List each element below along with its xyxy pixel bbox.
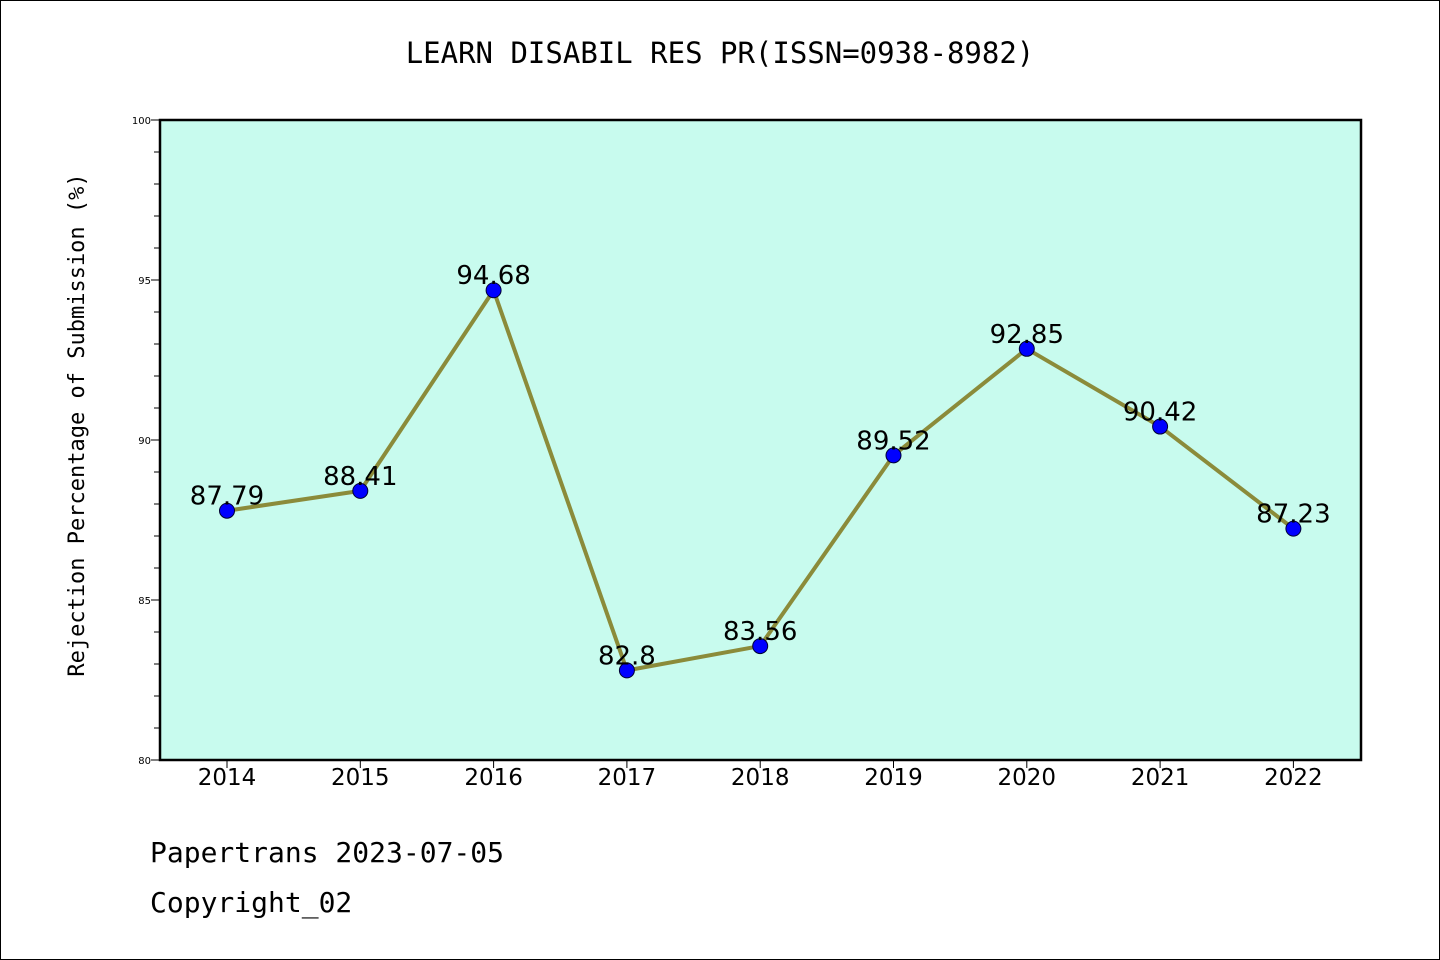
y-axis-title: Rejection Percentage of Submission (%) [65,173,90,676]
data-label: 82.8 [598,641,656,671]
x-tick-label: 2017 [598,765,657,791]
x-tick-label: 2018 [731,765,790,791]
x-tick-label: 2022 [1264,765,1323,791]
data-label: 83.56 [723,617,797,647]
data-label: 92.85 [990,320,1064,350]
series-markers [219,282,1302,679]
y-tick-label: 100 [132,116,151,127]
chart-title: LEARN DISABIL RES PR(ISSN=0938-8982) [405,36,1035,70]
y-tick-label: 95 [138,276,151,287]
data-label: 87.23 [1256,500,1330,530]
x-tick-label: 2014 [198,765,257,791]
data-point [618,662,635,679]
x-tick-label: 2019 [864,765,923,791]
data-label: 90.42 [1123,398,1197,428]
data-label: 88.41 [323,462,397,492]
data-point [1285,520,1302,537]
y-tick-label: 80 [138,756,151,767]
x-tick-label: 2021 [1131,765,1190,791]
data-point [1152,418,1169,435]
data-label: 94.68 [456,261,530,291]
data-point [752,638,769,655]
data-point [219,502,235,519]
y-axis: 80 85 90 95 100 [132,116,160,767]
x-tick-label: 2020 [998,765,1057,791]
data-label: 87.79 [190,482,264,512]
footer-date: Papertrans 2023-07-05 [150,836,505,869]
x-tick-label: 2015 [331,765,390,791]
data-labels: 87.79 88.41 94.68 82.8 83.56 89.52 92.85 90.42 8… [190,261,1331,671]
x-axis: 2014 2015 2016 2017 2018 2019 2020 2021 2022 [198,760,1323,791]
y-tick-label: 85 [138,596,151,607]
data-point [352,482,369,499]
data-label: 89.52 [856,426,930,456]
y-tick-label: 90 [138,436,151,447]
plot-border [158,118,1363,762]
x-tick-label: 2016 [464,765,523,791]
data-point [485,282,502,299]
footer-copyright: Copyright_02 [150,886,353,919]
data-point [885,447,902,464]
data-point [1018,340,1035,357]
